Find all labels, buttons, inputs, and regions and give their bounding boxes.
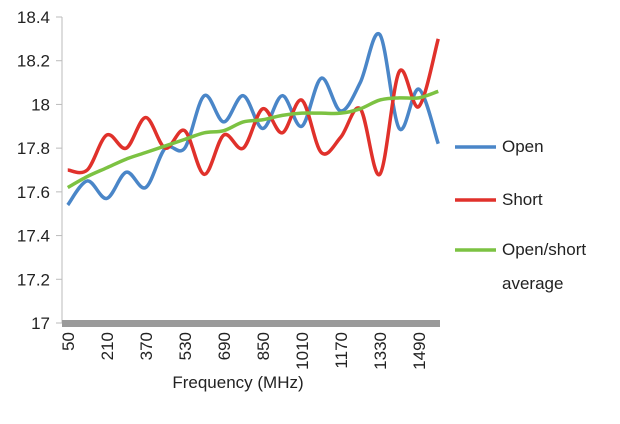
x-tick-label: 370 — [137, 332, 156, 360]
y-tick-label: 18.4 — [17, 8, 50, 27]
y-tick-label: 17.4 — [17, 227, 50, 246]
x-tick-label: 1330 — [371, 332, 390, 370]
x-tick-label: 690 — [215, 332, 234, 360]
legend-label: Open/short average — [502, 240, 587, 293]
series-line — [66, 89, 439, 190]
y-tick-label: 18 — [31, 95, 50, 114]
x-tick-label: 210 — [98, 332, 117, 360]
y-tick-label: 18.2 — [17, 52, 50, 71]
legend-label: Open — [502, 137, 544, 156]
x-tick-label: 1490 — [410, 332, 429, 370]
y-tick-label: 17.8 — [17, 139, 50, 158]
x-tick-label: 50 — [59, 332, 78, 351]
series-line — [67, 38, 440, 177]
x-axis-title: Frequency (MHz) — [172, 373, 303, 392]
series-line — [66, 31, 440, 207]
x-axis — [62, 320, 440, 327]
legend-label: Short — [502, 190, 543, 209]
y-tick-label: 17.2 — [17, 270, 50, 289]
y-tick-label: 17.6 — [17, 183, 50, 202]
x-tick-label: 850 — [254, 332, 273, 360]
x-tick-label: 1010 — [293, 332, 312, 370]
y-tick-label: 17 — [31, 314, 50, 333]
x-tick-label: 530 — [176, 332, 195, 360]
x-tick-label: 1170 — [332, 332, 351, 369]
